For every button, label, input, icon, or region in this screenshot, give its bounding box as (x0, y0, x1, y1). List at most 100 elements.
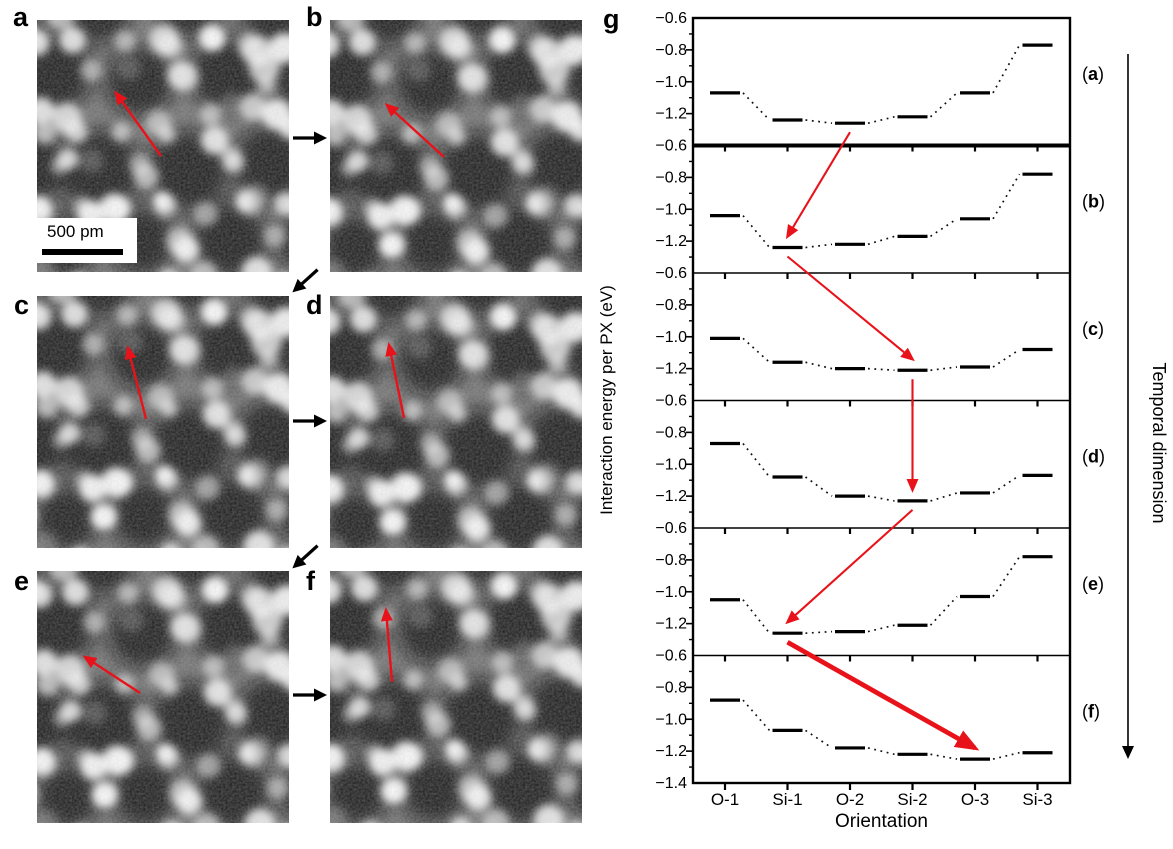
micrograph-panel-e (37, 571, 289, 823)
y-tick-label: −1.0 (655, 711, 687, 728)
dotted-connector (929, 595, 958, 626)
dotted-connector (867, 235, 895, 246)
dotted-connector (742, 337, 771, 363)
dotted-connector (742, 599, 771, 634)
px-orientation-arrow-a (114, 90, 162, 157)
dotted-connector (867, 747, 895, 756)
px-orientation-arrow-b (384, 102, 445, 158)
y-tick-label: −1.0 (655, 329, 687, 346)
y-tick-label: −0.8 (655, 552, 687, 569)
x-tick-label: O-2 (836, 790, 864, 809)
energy-subplot-b: −0.6 −0.8 −1.0 −1.2 (655, 138, 1053, 258)
micrograph-f (330, 571, 582, 823)
dotted-connector (742, 699, 771, 731)
dotted-connector (867, 367, 895, 372)
transition-red-arrow-2 (786, 255, 915, 362)
micrograph-panel-b (330, 20, 582, 272)
energy-subplot-d: −0.6 −0.8 −1.0 −1.2 (655, 393, 1053, 513)
y-tick-label: −0.6 (655, 138, 687, 155)
x-tick-label: O-1 (711, 790, 739, 809)
dotted-connector (805, 630, 833, 635)
micrograph-b (330, 20, 582, 272)
y-tick-label: −1.2 (655, 361, 687, 378)
transition-arrow-c-d (293, 413, 327, 429)
dotted-connector (992, 348, 1020, 368)
transition-arrow-d-e (287, 540, 323, 575)
y-tick-label: −1.0 (655, 74, 687, 91)
subplot-label-d: (d) (1082, 447, 1105, 467)
y-tick-label: −1.2 (655, 743, 687, 760)
y-tick-label: −1.0 (655, 584, 687, 601)
dotted-connector (867, 624, 895, 633)
subplot-label-f: (f) (1082, 702, 1100, 722)
transition-red-arrow-5 (786, 640, 980, 751)
micrograph-panel-c (37, 296, 289, 548)
micrograph-panel-d (330, 296, 582, 548)
dotted-connector (992, 751, 1020, 760)
y-tick-label: −0.6 (655, 265, 687, 282)
panel-label-b: b (306, 2, 323, 32)
energy-subplot-f: −0.6 −0.8 −1.0 −1.2 −1.4 (655, 648, 1053, 792)
dotted-connector (992, 556, 1021, 598)
x-tick-label: O-3 (961, 790, 989, 809)
y-tick-label: −0.8 (655, 42, 687, 59)
px-orientation-arrow-d (385, 342, 406, 419)
dotted-connector (930, 218, 958, 238)
right-arrow-icon (293, 414, 327, 428)
panel-label-d: d (306, 290, 323, 320)
y-tick-label: −0.6 (655, 648, 687, 665)
y-tick-label: −1.2 (655, 106, 687, 123)
y-tick-label: −0.8 (655, 424, 687, 441)
panel-label-a: a (13, 2, 29, 32)
y-tick-label: −1.0 (655, 201, 687, 218)
dotted-connector (930, 753, 958, 760)
transition-red-arrow-4 (785, 509, 914, 625)
micrograph-c (37, 296, 289, 548)
micrograph-panel-a: 500 pm (37, 20, 289, 272)
transition-red-arrow-1 (785, 131, 851, 240)
scale-bar: 500 pm (37, 218, 137, 263)
transition-arrow-a-b (293, 130, 327, 146)
px-orientation-arrow-c (124, 345, 148, 420)
subplot-label-c: (c) (1082, 319, 1104, 339)
dotted-connector (742, 215, 771, 249)
subplot-label-e: (e) (1082, 574, 1104, 594)
px-orientation-arrow-e (82, 655, 141, 695)
right-arrow-icon (293, 688, 327, 702)
temporal-axis-label: Temporal dimension (1149, 362, 1169, 523)
x-tick-label: Si-3 (1022, 790, 1052, 809)
transition-arrow-e-f (293, 687, 327, 703)
y-tick-label: −1.0 (655, 456, 687, 473)
energy-subplot-a: −0.6 −0.8 −1.0 −1.2 (655, 10, 1053, 131)
dotted-connector (867, 115, 895, 125)
y-axis-title: Interaction energy per PX (eV) (597, 285, 616, 515)
dotted-connector (992, 474, 1020, 494)
y-tick-label: −1.4 (655, 775, 687, 792)
y-tick-label: −0.6 (655, 393, 687, 410)
micrograph-a (37, 20, 289, 272)
x-tick-label: Si-2 (897, 790, 927, 809)
micrograph-panel-f (330, 571, 582, 823)
y-tick-label: −0.8 (655, 297, 687, 314)
transition-arrow-b-c (287, 264, 323, 299)
micrograph-d (330, 296, 582, 548)
x-tick-label: Si-1 (772, 790, 802, 809)
down-left-arrow-icon (292, 544, 319, 569)
dotted-connector (992, 173, 1021, 220)
dotted-connector (742, 443, 771, 478)
x-axis-title: Orientation (835, 811, 928, 832)
energy-plot-g: O-1 Si-1 O-2 Si-2 O-3 Si-3 Orientation −0.6 −0.8… (597, 4, 1169, 832)
dotted-connector (930, 492, 958, 502)
px-orientation-arrow-f (380, 607, 394, 683)
panel-label-g: g (603, 4, 620, 34)
y-tick-label: −0.6 (655, 10, 687, 27)
dotted-connector (742, 92, 771, 121)
micrograph-e (37, 571, 289, 823)
dotted-connector (805, 361, 833, 370)
scale-bar-line (42, 249, 123, 255)
dotted-connector (929, 92, 958, 118)
dotted-connector (930, 366, 958, 372)
scale-bar-label: 500 pm (47, 222, 104, 241)
y-tick-label: −0.8 (655, 169, 687, 186)
